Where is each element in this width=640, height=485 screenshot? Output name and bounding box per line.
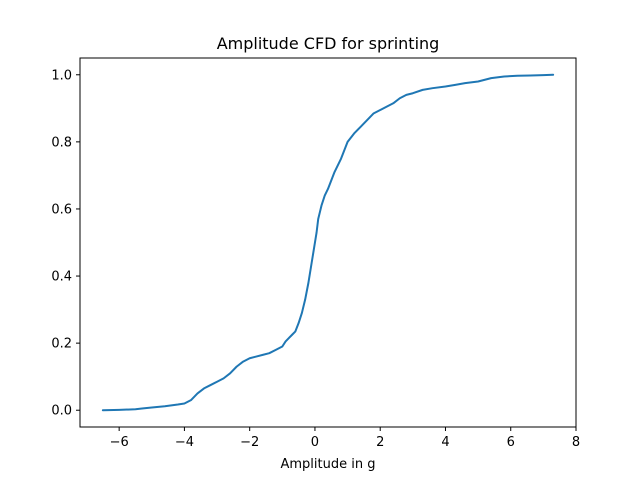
x-axis-ticks: −6 −4 −2 0 2 4 6 8: [110, 427, 580, 450]
x-tick-label: 8: [572, 435, 580, 450]
y-tick-label: 0.6: [51, 202, 72, 217]
x-tick-label: −2: [240, 435, 259, 450]
cfd-line-series-0: [101, 73, 555, 412]
plot-area: −6 −4 −2 0 2 4 6 8 0.0 0.2 0.4 0.6 0.8 1.0: [51, 57, 580, 450]
x-tick-label: 4: [441, 435, 449, 450]
chart-title: Amplitude CFD for sprinting: [217, 34, 440, 53]
x-tick-label: 2: [376, 435, 384, 450]
x-tick-label: 0: [311, 435, 319, 450]
y-tick-label: 0.0: [51, 404, 72, 419]
x-axis-label: Amplitude in g: [281, 457, 376, 472]
y-tick-label: 1.0: [51, 68, 72, 83]
x-tick-label: 6: [507, 435, 515, 450]
y-tick-label: 0.8: [51, 135, 72, 150]
y-tick-label: 0.2: [51, 337, 72, 352]
y-tick-label: 0.4: [51, 270, 72, 285]
y-axis-ticks: 0.0 0.2 0.4 0.6 0.8 1.0: [51, 68, 80, 419]
x-tick-label: −4: [175, 435, 194, 450]
axes-frame: [79, 57, 577, 428]
x-tick-label: −6: [110, 435, 129, 450]
series-layer: [101, 73, 555, 412]
